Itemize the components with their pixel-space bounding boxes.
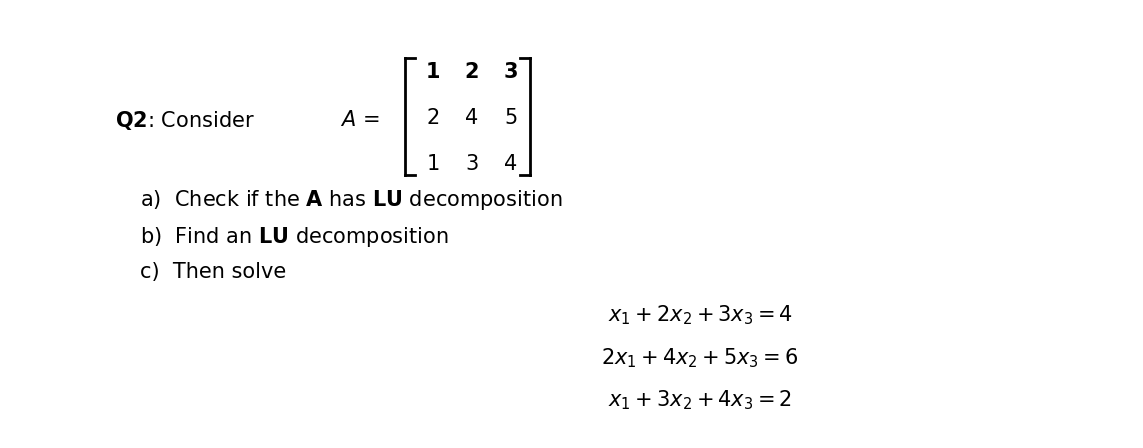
Text: 2: 2 (426, 108, 440, 128)
Text: 4: 4 (504, 154, 518, 174)
Text: $2x_1 + 4x_2 + 5x_3 = 6$: $2x_1 + 4x_2 + 5x_3 = 6$ (601, 346, 799, 370)
Text: 1: 1 (425, 62, 440, 82)
Text: b)  Find an $\mathbf{LU}$ decomposition: b) Find an $\mathbf{LU}$ decomposition (139, 225, 449, 249)
Text: a)  Check if the $\mathbf{A}$ has $\mathbf{LU}$ decomposition: a) Check if the $\mathbf{A}$ has $\mathb… (139, 188, 562, 212)
Text: c)  Then solve: c) Then solve (139, 262, 286, 282)
Text: $x_1 + 2x_2 + 3x_3 = 4$: $x_1 + 2x_2 + 3x_3 = 4$ (608, 303, 792, 327)
Text: 4: 4 (465, 108, 479, 128)
Text: 3: 3 (504, 62, 518, 82)
Text: $\it{A}$ =: $\it{A}$ = (339, 110, 379, 130)
Text: 2: 2 (465, 62, 479, 82)
Text: 3: 3 (465, 154, 479, 174)
Text: 1: 1 (426, 154, 440, 174)
Text: 5: 5 (504, 108, 518, 128)
Text: $\mathbf{Q2}$: Consider: $\mathbf{Q2}$: Consider (115, 108, 255, 132)
Text: $x_1 + 3x_2 + 4x_3 = 2$: $x_1 + 3x_2 + 4x_3 = 2$ (608, 388, 792, 412)
